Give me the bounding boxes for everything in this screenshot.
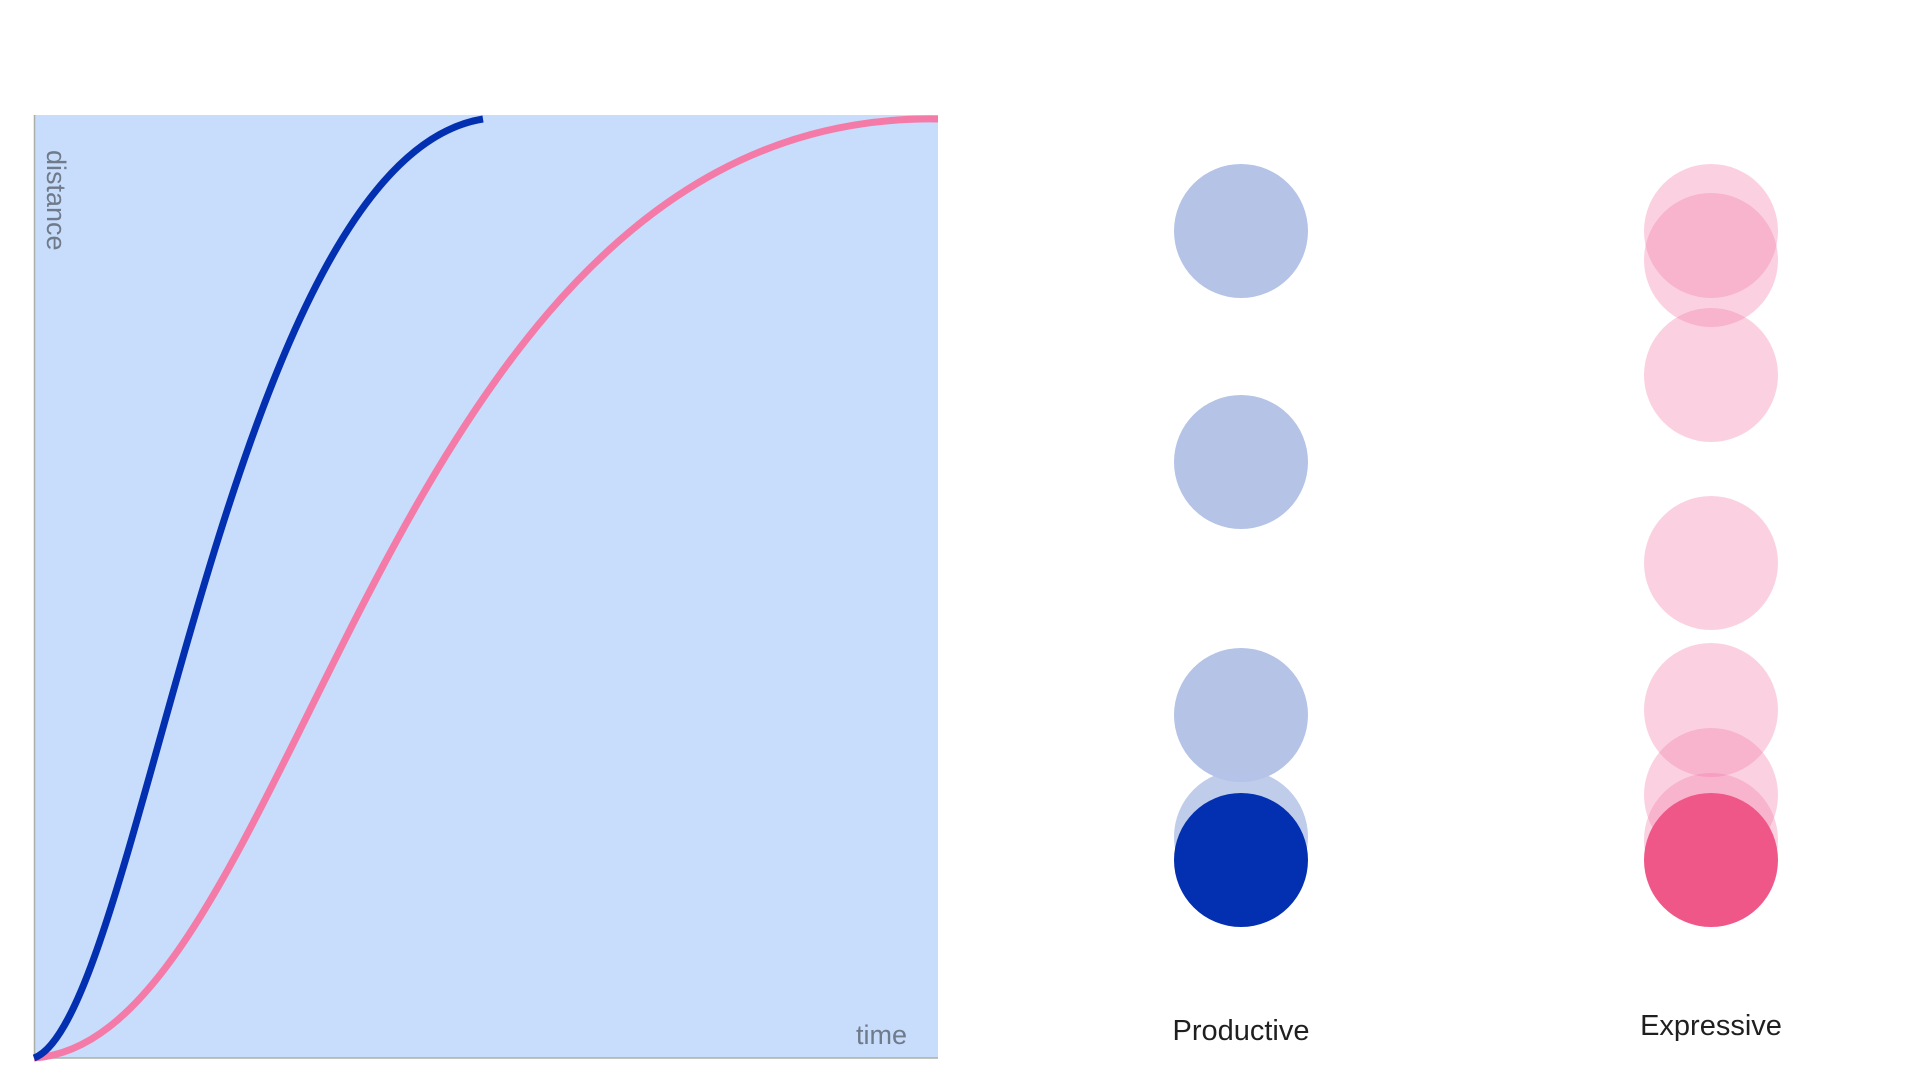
productive-ghost-dot	[1174, 164, 1308, 298]
expressive-ghost-dot	[1644, 164, 1778, 298]
productive-final-dot	[1174, 793, 1308, 927]
expressive-ghost-dot	[1644, 496, 1778, 630]
productive-ghost-dot	[1174, 648, 1308, 782]
expressive-curve	[33, 115, 939, 1062]
productive-curve	[32, 115, 484, 1062]
y-axis-label: distance	[41, 150, 71, 251]
expressive-ghost-dot	[1644, 193, 1778, 327]
expressive-ghost-dot	[1644, 643, 1778, 777]
productive-label: Productive	[1172, 1015, 1310, 1047]
expressive-ghost-dot	[1644, 308, 1778, 442]
x-axis-label: time	[856, 1020, 907, 1050]
graph-background	[34, 115, 938, 1058]
expressive-final-dot	[1644, 793, 1778, 927]
expressive-label: Expressive	[1640, 1010, 1782, 1042]
productive-ghost-dot	[1174, 395, 1308, 529]
